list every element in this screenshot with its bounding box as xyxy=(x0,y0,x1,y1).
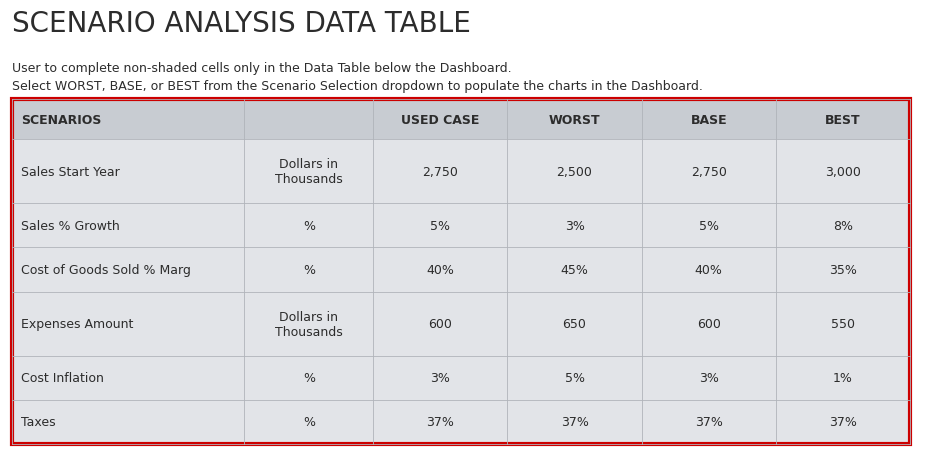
Text: 3%: 3% xyxy=(699,372,719,384)
Text: 5%: 5% xyxy=(430,219,451,232)
Text: WORST: WORST xyxy=(548,113,600,126)
Text: 3%: 3% xyxy=(564,219,585,232)
Text: 45%: 45% xyxy=(560,263,588,276)
Text: 35%: 35% xyxy=(829,263,857,276)
Text: Dollars in
Thousands: Dollars in Thousands xyxy=(275,310,343,338)
Text: 5%: 5% xyxy=(564,372,585,384)
Text: USED CASE: USED CASE xyxy=(401,113,479,126)
Text: 40%: 40% xyxy=(695,263,722,276)
Text: %: % xyxy=(303,219,315,232)
Text: Cost of Goods Sold % Marg: Cost of Goods Sold % Marg xyxy=(21,263,191,276)
Text: 2,500: 2,500 xyxy=(557,166,592,178)
Text: %: % xyxy=(303,415,315,428)
Text: 8%: 8% xyxy=(833,219,853,232)
Text: 3,000: 3,000 xyxy=(825,166,861,178)
Text: %: % xyxy=(303,372,315,384)
Text: Sales % Growth: Sales % Growth xyxy=(21,219,120,232)
Text: User to complete non-shaded cells only in the Data Table below the Dashboard.: User to complete non-shaded cells only i… xyxy=(12,62,512,75)
Text: 2,750: 2,750 xyxy=(423,166,458,178)
Text: Expenses Amount: Expenses Amount xyxy=(21,318,134,331)
Text: SCENARIO ANALYSIS DATA TABLE: SCENARIO ANALYSIS DATA TABLE xyxy=(12,10,471,38)
Text: Dollars in
Thousands: Dollars in Thousands xyxy=(275,158,343,186)
Text: Taxes: Taxes xyxy=(21,415,56,428)
Text: Cost Inflation: Cost Inflation xyxy=(21,372,104,384)
Text: 5%: 5% xyxy=(699,219,719,232)
Text: BASE: BASE xyxy=(691,113,727,126)
Text: 600: 600 xyxy=(696,318,721,331)
Text: 1%: 1% xyxy=(833,372,853,384)
Text: SCENARIOS: SCENARIOS xyxy=(21,113,101,126)
Text: BEST: BEST xyxy=(825,113,861,126)
Text: 3%: 3% xyxy=(430,372,451,384)
Text: Select WORST, BASE, or BEST from the Scenario Selection dropdown to populate the: Select WORST, BASE, or BEST from the Sce… xyxy=(12,80,703,93)
Text: 40%: 40% xyxy=(426,263,454,276)
Text: Sales Start Year: Sales Start Year xyxy=(21,166,120,178)
Text: 650: 650 xyxy=(562,318,587,331)
Text: 37%: 37% xyxy=(560,415,588,428)
Text: 37%: 37% xyxy=(829,415,857,428)
Text: 37%: 37% xyxy=(695,415,722,428)
Text: 550: 550 xyxy=(830,318,855,331)
Text: 37%: 37% xyxy=(426,415,454,428)
Text: %: % xyxy=(303,263,315,276)
Text: 600: 600 xyxy=(428,318,452,331)
Text: 2,750: 2,750 xyxy=(691,166,727,178)
